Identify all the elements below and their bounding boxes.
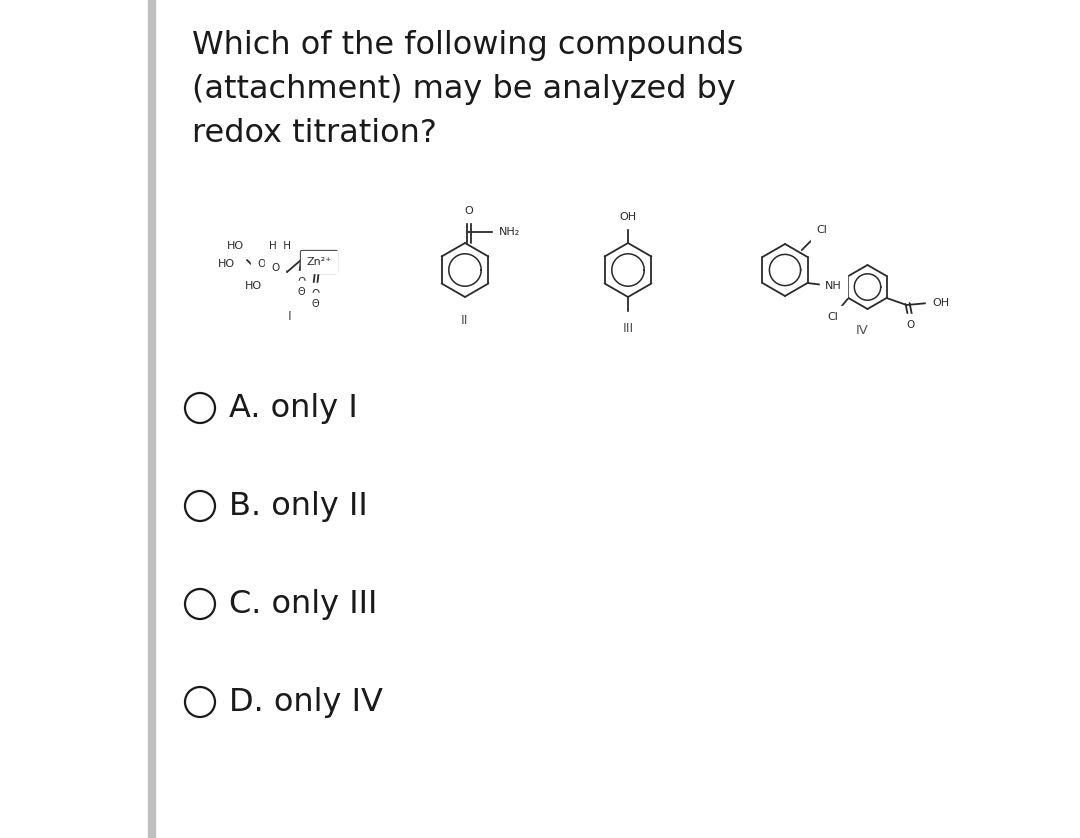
Text: Θ: Θ (297, 287, 305, 297)
Text: redox titration?: redox titration? (192, 118, 437, 149)
Text: O: O (464, 206, 473, 216)
Text: A. only I: A. only I (229, 392, 357, 423)
Text: B. only II: B. only II (229, 490, 368, 521)
Text: HO: HO (244, 281, 261, 291)
Text: OH: OH (620, 318, 636, 328)
Text: O: O (297, 277, 306, 287)
Text: OH: OH (620, 212, 636, 222)
Text: III: III (622, 322, 634, 334)
Text: Zn²⁺: Zn²⁺ (307, 257, 332, 267)
Text: O: O (311, 289, 319, 299)
Text: OH: OH (932, 298, 949, 308)
Text: HO: HO (218, 259, 235, 269)
Text: O: O (257, 259, 265, 269)
Text: C. only III: C. only III (229, 588, 377, 619)
Text: O: O (271, 263, 279, 273)
Text: HO: HO (227, 241, 244, 251)
Text: D. only IV: D. only IV (229, 686, 383, 717)
Text: NH: NH (825, 281, 842, 291)
Text: Θ: Θ (311, 299, 319, 309)
Text: II: II (461, 313, 469, 327)
Text: Cl: Cl (816, 225, 827, 235)
Text: IV: IV (856, 323, 869, 337)
Bar (148, 0, 156, 838)
Text: I: I (288, 309, 292, 323)
Text: NH₂: NH₂ (498, 227, 519, 237)
Text: Cl: Cl (827, 312, 838, 322)
Text: Which of the following compounds: Which of the following compounds (192, 30, 743, 61)
Text: (attachment) may be analyzed by: (attachment) may be analyzed by (192, 74, 735, 105)
Text: H  H: H H (269, 241, 291, 251)
Text: O: O (906, 320, 915, 330)
